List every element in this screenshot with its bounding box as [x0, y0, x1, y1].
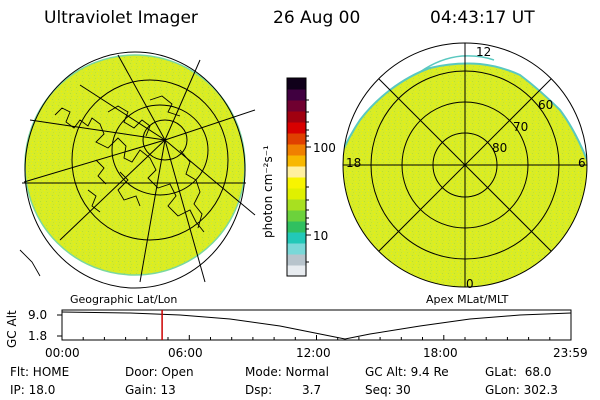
colorbar-band [287, 221, 306, 233]
colorbar-band [287, 89, 306, 101]
status-flt: Flt: HOME [10, 365, 70, 379]
colorbar-band [287, 210, 306, 222]
colorbar-band [287, 111, 306, 123]
mlt-label-12: 12 [476, 45, 492, 59]
colorbar-band [287, 254, 306, 266]
right-map-caption: Apex MLat/MLT [426, 293, 509, 306]
mlt-label-0: 0 [466, 277, 474, 291]
mlt-label-18: 18 [346, 156, 362, 170]
altitude-x-tick-2359: 23:59 [553, 346, 588, 360]
coastlines [19, 95, 205, 277]
status-dsp-value: 3.7 [302, 383, 322, 397]
colorbar-band [287, 166, 306, 178]
altitude-x-tick-1800: 18:00 [423, 346, 458, 360]
observation-time: 04:43:17 UT [430, 8, 535, 28]
mlt-label-6: 6 [578, 156, 586, 170]
magnetic-map [342, 42, 588, 288]
colorbar-band [287, 188, 306, 200]
altitude-x-tick-1200: 12:00 [296, 346, 331, 360]
altitude-x-tick-0600: 06:00 [168, 346, 203, 360]
altitude-y-tick-1-8: 1.8 [28, 329, 48, 343]
instrument-title: Ultraviolet Imager [44, 8, 198, 28]
left-map-caption: Geographic Lat/Lon [70, 293, 178, 306]
altitude-y-label: GC Alt [5, 310, 19, 348]
status-ip: IP: 18.0 [10, 383, 56, 397]
colorbar-band [287, 133, 306, 145]
status-gc-alt: GC Alt: 9.4 Re [365, 365, 449, 379]
colorbar-tick-100: 100 [313, 141, 336, 155]
status-gain: Gain: 13 [125, 383, 176, 397]
colorbar-band [287, 199, 306, 211]
altitude-y-tick-9: 9.0 [28, 308, 48, 322]
mlat-label-60: 60 [538, 98, 554, 112]
status-glat: GLat: 68.0 [485, 365, 552, 379]
colorbar-band [287, 122, 306, 134]
geographic-grid [23, 51, 256, 289]
status-glon: GLon: 302.3 [485, 383, 558, 397]
altitude-x-tick-0000: 00:00 [45, 346, 80, 360]
status-seq: Seq: 30 [365, 383, 411, 397]
colorbar-band [287, 100, 306, 112]
status-dsp-label: Dsp: [245, 383, 273, 397]
colorbar-band [287, 243, 306, 255]
colorbar-band [287, 144, 306, 156]
colorbar-band [287, 232, 306, 244]
colorbar-band [287, 265, 306, 277]
colorbar-band [287, 78, 306, 90]
status-door: Door: Open [125, 365, 194, 379]
colorbar-tick-10: 10 [313, 229, 329, 243]
colorbar-band [287, 155, 306, 167]
observation-date: 26 Aug 00 [273, 8, 361, 28]
mlat-label-70: 70 [513, 120, 529, 134]
colorbar-band [287, 177, 306, 189]
geographic-map [19, 51, 256, 289]
altitude-plot [57, 309, 572, 341]
colorbar [286, 77, 311, 277]
status-mode: Mode: Normal [245, 365, 329, 379]
colorbar-unit-label: photon cm⁻²s⁻¹ [261, 145, 275, 238]
mlat-label-80: 80 [492, 141, 508, 155]
